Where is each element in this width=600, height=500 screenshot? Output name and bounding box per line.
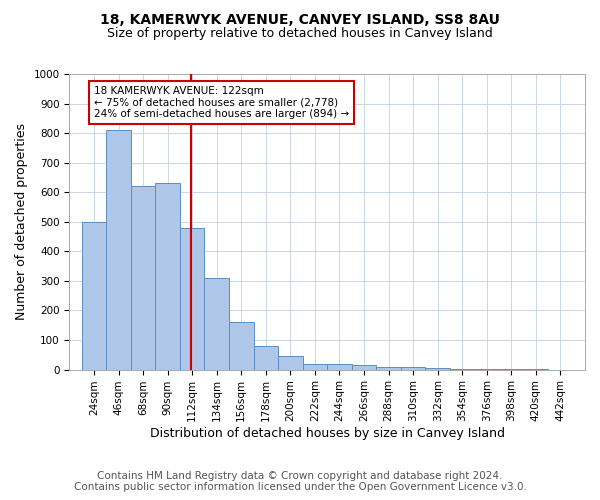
Bar (82, 222, 106, 370)
Bar (376, 366, 401, 370)
Bar (327, 364, 352, 370)
Bar (205, 278, 229, 370)
Bar (450, 368, 475, 370)
Bar (499, 369, 524, 370)
Bar (278, 356, 302, 370)
Text: Contains HM Land Registry data © Crown copyright and database right 2024.
Contai: Contains HM Land Registry data © Crown c… (74, 471, 526, 492)
Bar (155, 184, 180, 370)
Text: Size of property relative to detached houses in Canvey Island: Size of property relative to detached ho… (107, 28, 493, 40)
Bar (475, 368, 499, 370)
Text: 18, KAMERWYK AVENUE, CANVEY ISLAND, SS8 8AU: 18, KAMERWYK AVENUE, CANVEY ISLAND, SS8 … (100, 12, 500, 26)
X-axis label: Distribution of detached houses by size in Canvey Island: Distribution of detached houses by size … (150, 427, 505, 440)
Bar (352, 365, 376, 370)
Bar (106, 130, 131, 370)
Bar (401, 367, 425, 370)
Bar (425, 368, 450, 370)
Bar (131, 186, 155, 370)
Bar (229, 322, 254, 370)
Bar (180, 228, 205, 370)
Bar (254, 346, 278, 370)
Text: 18 KAMERWYK AVENUE: 122sqm
← 75% of detached houses are smaller (2,778)
24% of s: 18 KAMERWYK AVENUE: 122sqm ← 75% of deta… (94, 86, 349, 119)
Y-axis label: Number of detached properties: Number of detached properties (15, 124, 28, 320)
Bar (302, 364, 327, 370)
